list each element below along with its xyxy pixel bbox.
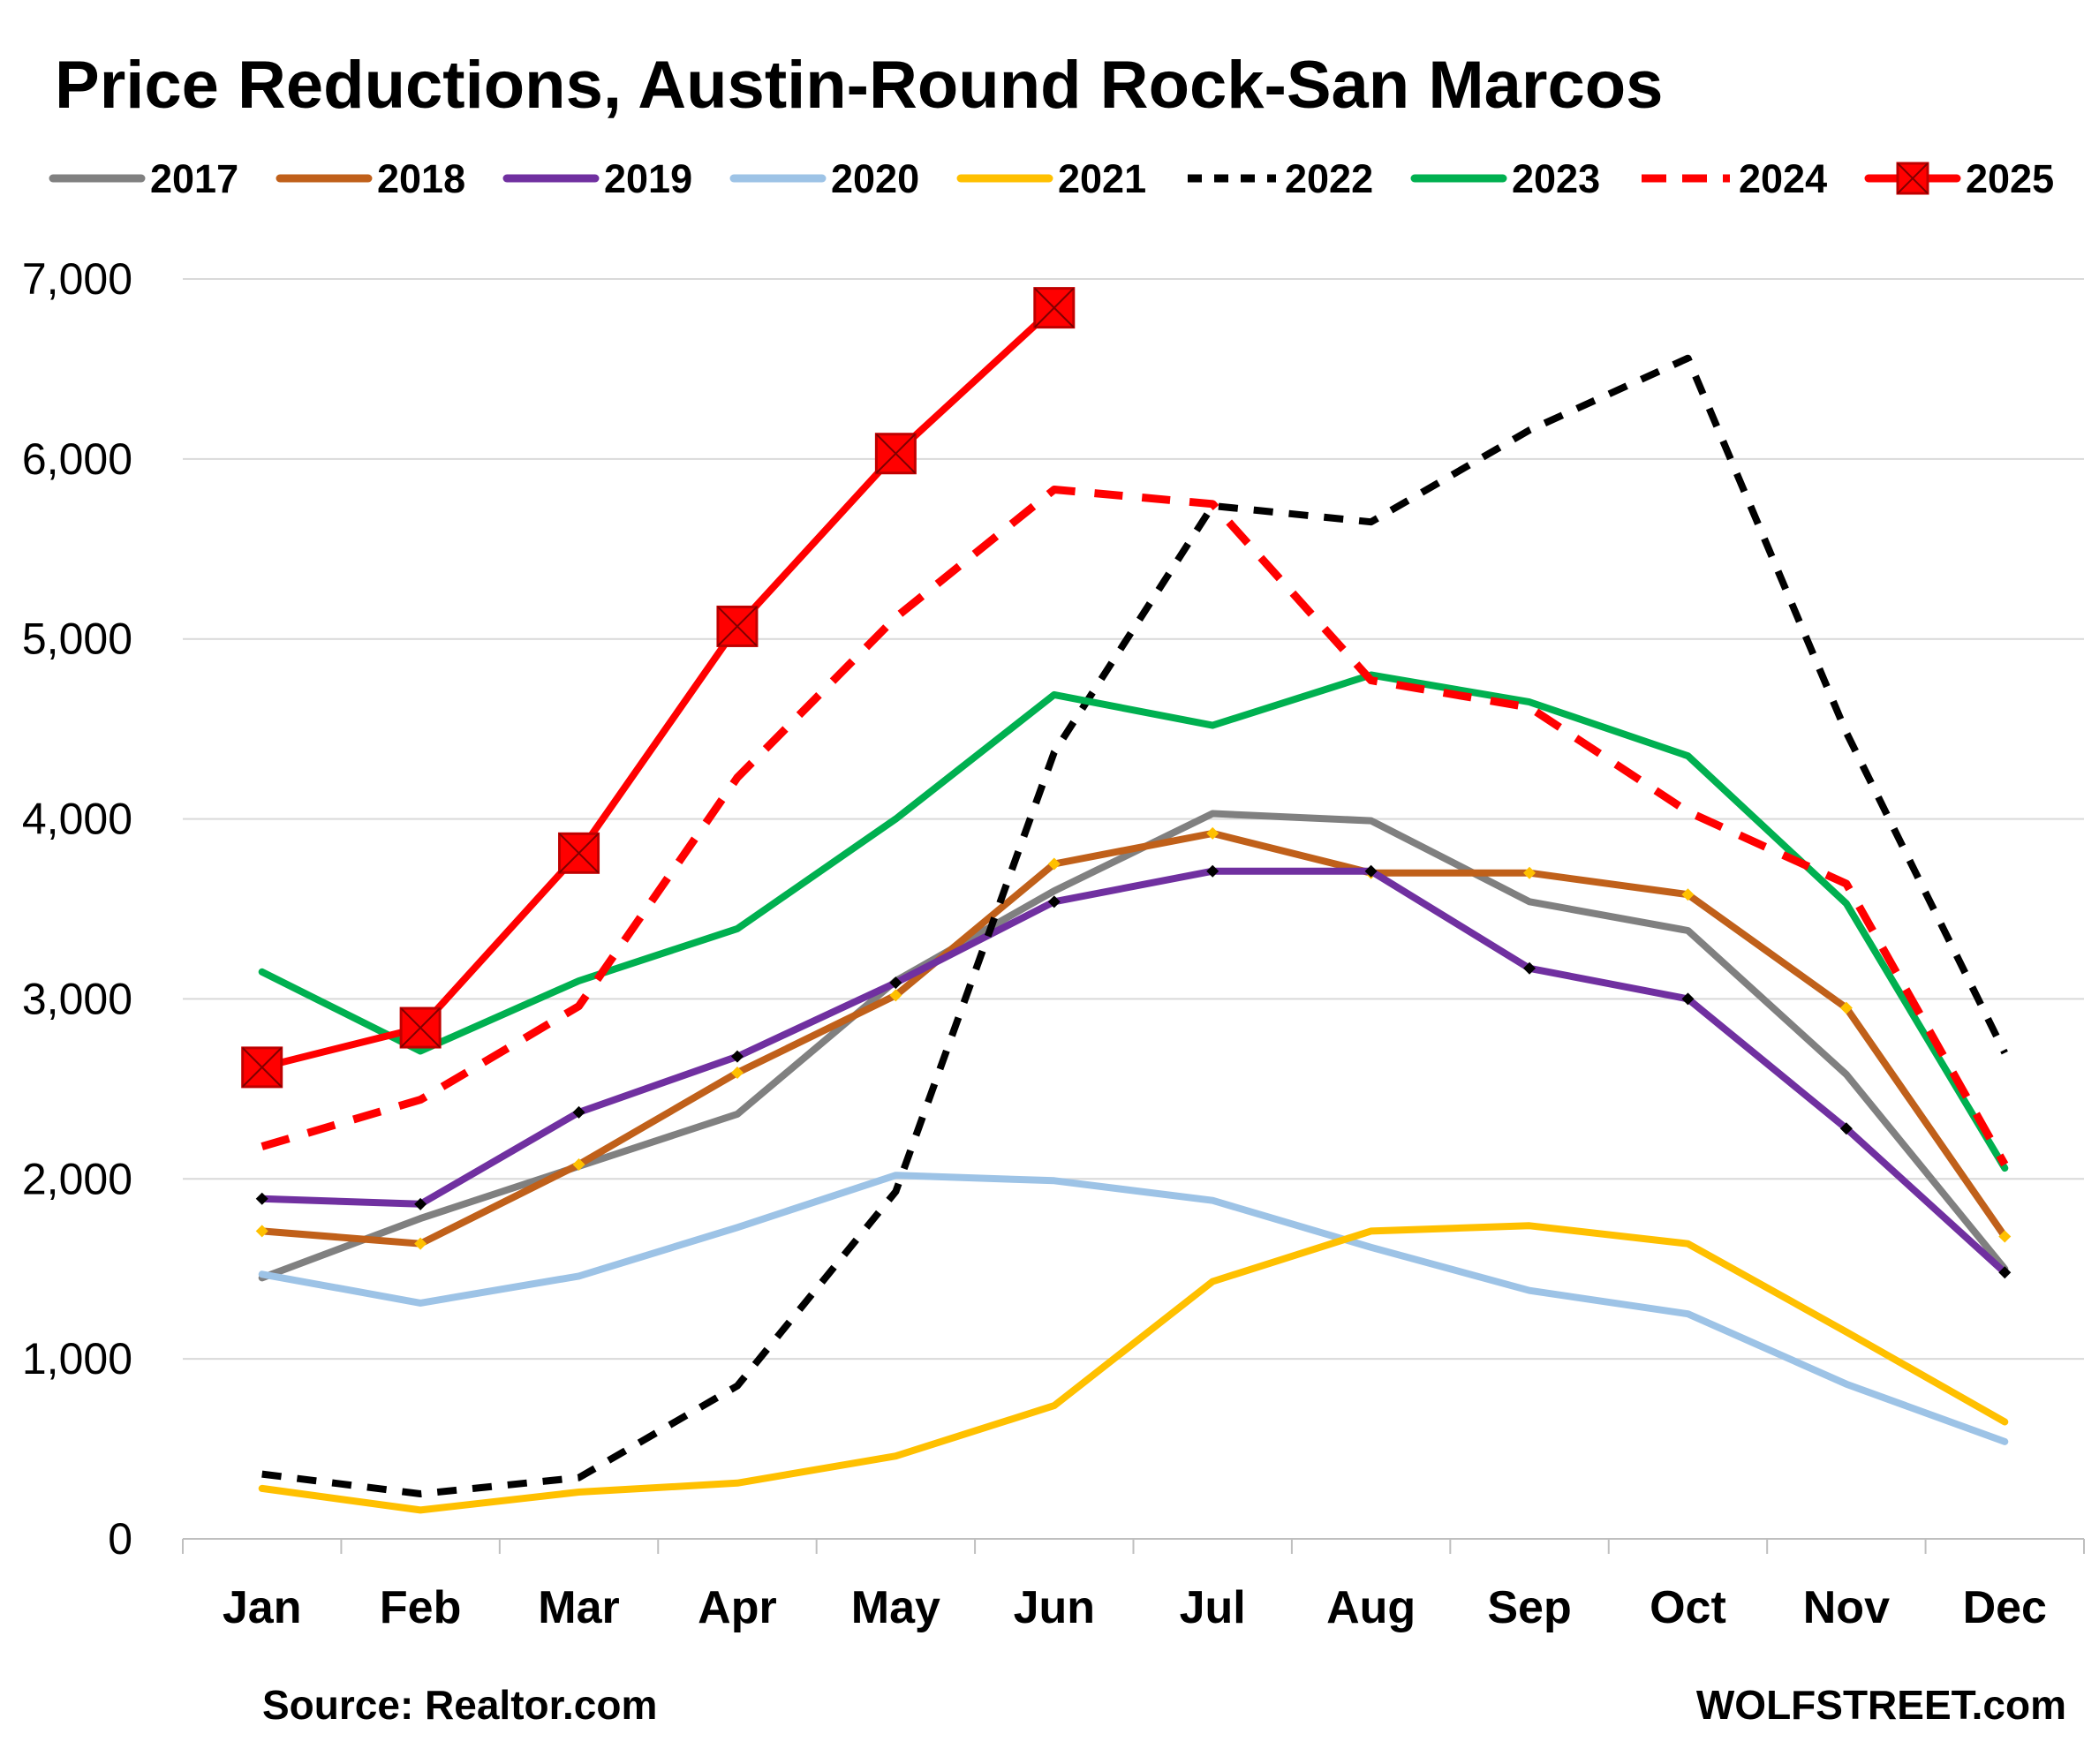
series-2025 xyxy=(241,287,1076,1089)
legend-item-2024: 2024 xyxy=(1642,156,1827,201)
series-2022 xyxy=(261,354,2008,1497)
x-tick-label: May xyxy=(851,1582,940,1633)
series-2024 xyxy=(260,486,2009,1167)
y-tick-label: 2,000 xyxy=(22,1154,132,1203)
series-line xyxy=(258,304,1058,1071)
data-point xyxy=(1033,287,1076,329)
x-tick-label: Sep xyxy=(1487,1582,1571,1633)
data-point xyxy=(1364,864,1378,878)
series-line xyxy=(258,1222,2009,1514)
legend-item-2017: 2017 xyxy=(49,156,238,201)
legend-label: 2025 xyxy=(1966,156,2054,201)
x-tick-label: Jun xyxy=(1014,1582,1095,1633)
series-line xyxy=(258,867,2009,1277)
data-point xyxy=(1047,857,1061,871)
legend-label: 2023 xyxy=(1512,156,1600,201)
data-point xyxy=(558,832,600,874)
x-tick-label: Mar xyxy=(538,1582,619,1633)
source-note: Source: Realtor.com xyxy=(262,1682,657,1728)
y-tick-label: 0 xyxy=(108,1514,132,1564)
data-point xyxy=(1839,1001,1853,1014)
series-line xyxy=(261,354,2008,1497)
data-point xyxy=(1206,826,1219,840)
x-tick-label: Dec xyxy=(1963,1582,2047,1633)
data-point xyxy=(730,1067,744,1080)
data-point xyxy=(399,1006,442,1049)
data-point xyxy=(889,989,902,1002)
chart-title: Price Reductions, Austin-Round Rock-San … xyxy=(55,48,1663,123)
data-point xyxy=(414,1197,427,1210)
x-tick-label: Jan xyxy=(223,1582,302,1633)
legend-item-2018: 2018 xyxy=(276,156,465,201)
data-point xyxy=(1998,1266,2012,1279)
plot-series xyxy=(241,287,2012,1514)
data-point xyxy=(572,1105,585,1119)
series-line xyxy=(260,486,2009,1167)
x-axis-ticks: Jan Feb Mar Apr May Jun Jul Aug Sep Oct Nov Dec xyxy=(223,1582,2047,1633)
series-line xyxy=(258,1172,2009,1445)
data-point xyxy=(1047,895,1061,908)
y-tick-label: 4,000 xyxy=(22,795,132,844)
brand-label: WOLFSTREET.com xyxy=(1696,1682,2066,1728)
data-point xyxy=(889,976,902,990)
series-2019 xyxy=(255,864,2012,1279)
x-tick-label: Aug xyxy=(1326,1582,1416,1633)
data-point xyxy=(414,1237,427,1250)
x-tick-label: Feb xyxy=(380,1582,461,1633)
data-point xyxy=(255,1192,268,1205)
x-tick-label: Oct xyxy=(1650,1582,1726,1633)
data-point xyxy=(1839,1122,1853,1135)
series-2021 xyxy=(258,1222,2009,1514)
x-tick-label: Apr xyxy=(698,1582,777,1633)
y-axis-ticks: 0 1,000 2,000 3,000 4,000 5,000 6,000 7,000 xyxy=(22,254,132,1564)
legend-item-2022: 2022 xyxy=(1188,156,1373,201)
y-tick-label: 5,000 xyxy=(22,614,132,664)
data-point xyxy=(874,433,917,475)
legend-label: 2024 xyxy=(1739,156,1827,201)
data-point xyxy=(1681,992,1695,1006)
series-2023 xyxy=(258,671,2009,1172)
legend-item-2025: 2025 xyxy=(1864,156,2054,201)
data-point xyxy=(255,1225,268,1238)
legend-label: 2017 xyxy=(150,156,238,201)
legend: 2017 2018 2019 2020 2021 2022 2023 2024 2025 xyxy=(49,156,2054,201)
series-2020 xyxy=(258,1172,2009,1445)
legend-label: 2020 xyxy=(831,156,919,201)
data-point xyxy=(1998,1230,2012,1243)
data-point xyxy=(730,1050,744,1063)
legend-item-2020: 2020 xyxy=(729,156,919,201)
y-tick-label: 1,000 xyxy=(22,1334,132,1383)
series-line xyxy=(258,671,2009,1172)
data-point xyxy=(1523,866,1536,879)
data-point xyxy=(1523,961,1536,975)
legend-label: 2018 xyxy=(377,156,465,201)
axes xyxy=(182,1538,2085,1554)
series-line xyxy=(258,829,2009,1248)
data-point xyxy=(1206,864,1219,878)
legend-item-2019: 2019 xyxy=(502,156,692,201)
legend-label: 2019 xyxy=(604,156,692,201)
y-tick-label: 7,000 xyxy=(22,254,132,304)
legend-label: 2022 xyxy=(1285,156,1373,201)
legend-item-2021: 2021 xyxy=(956,156,1146,201)
legend-item-2023: 2023 xyxy=(1410,156,1600,201)
y-tick-label: 6,000 xyxy=(22,434,132,484)
y-tick-label: 3,000 xyxy=(22,974,132,1023)
x-tick-label: Jul xyxy=(1180,1582,1246,1633)
x-tick-label: Nov xyxy=(1803,1582,1890,1633)
data-point xyxy=(572,1157,585,1171)
legend-label: 2021 xyxy=(1058,156,1146,201)
gridlines xyxy=(183,278,2084,1361)
series-2018 xyxy=(255,826,2012,1250)
data-point xyxy=(716,605,759,647)
data-point xyxy=(1681,888,1695,901)
data-point xyxy=(241,1046,283,1089)
